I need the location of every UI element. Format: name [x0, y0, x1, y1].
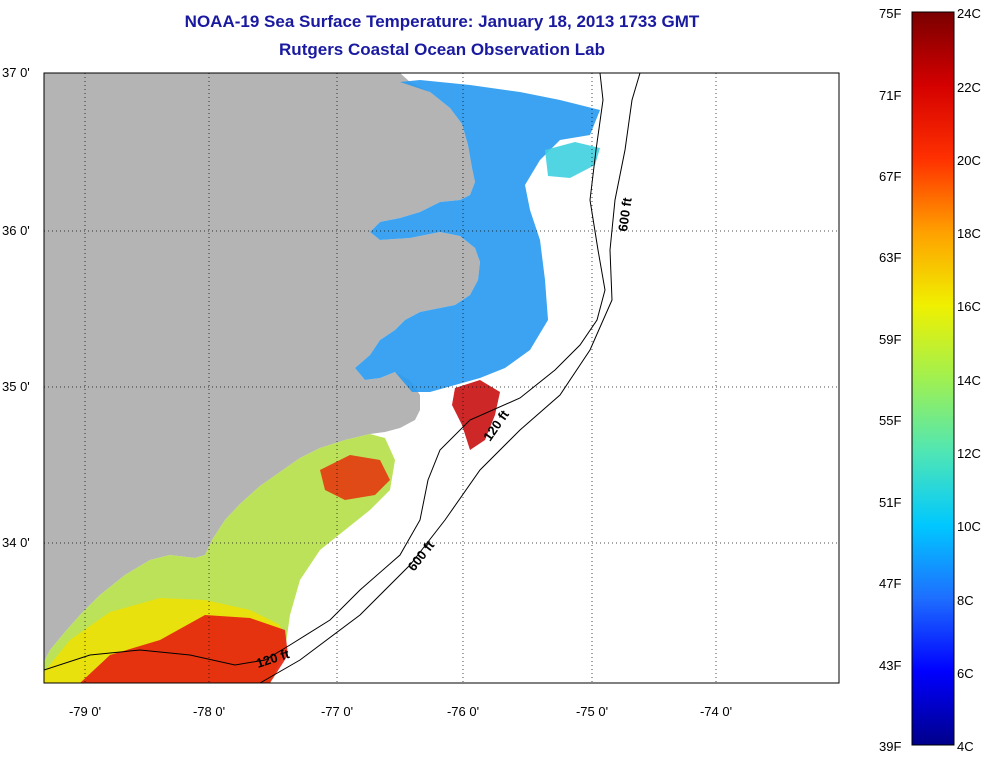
- lon-label-77: -77 0': [321, 704, 353, 719]
- colorbar-f-71: 71F: [879, 88, 902, 103]
- colorbar-c-6: 6C: [957, 666, 974, 681]
- colorbar-f-47: 47F: [879, 576, 902, 591]
- colorbar-c-18: 18C: [957, 226, 981, 241]
- lon-label-74: -74 0': [700, 704, 732, 719]
- colorbar: [911, 11, 955, 746]
- lat-label-36: 36 0': [2, 223, 30, 238]
- contour-600ft: [259, 73, 641, 683]
- sst-cyan-patch: [545, 142, 600, 178]
- sst-hot-zone: [80, 615, 288, 683]
- lat-label-34: 34 0': [2, 535, 30, 550]
- colorbar-c-10: 10C: [957, 519, 981, 534]
- colorbar-f-51: 51F: [879, 495, 902, 510]
- colorbar-c-12: 12C: [957, 446, 981, 461]
- colorbar-f-43: 43F: [879, 658, 902, 673]
- colorbar-f-63: 63F: [879, 250, 902, 265]
- colorbar-c-24: 24C: [957, 6, 981, 21]
- colorbar-f-39: 39F: [879, 739, 902, 754]
- lon-label-78: -78 0': [193, 704, 225, 719]
- colorbar-c-4: 4C: [957, 739, 974, 754]
- colorbar-c-16: 16C: [957, 299, 981, 314]
- map-frame: [43, 72, 840, 684]
- sst-cold-band: [355, 80, 600, 392]
- colorbar-f-55: 55F: [879, 413, 902, 428]
- colorbar-c-14: 14C: [957, 373, 981, 388]
- sst-gulfstream-patch: [452, 380, 500, 450]
- land-area: [44, 73, 480, 662]
- colorbar-f-59: 59F: [879, 332, 902, 347]
- colorbar-c-22: 22C: [957, 80, 981, 95]
- lon-label-76: -76 0': [447, 704, 479, 719]
- lon-label-79: -79 0': [69, 704, 101, 719]
- lat-label-35: 35 0': [2, 379, 30, 394]
- lat-label-37: 37 0': [2, 65, 30, 80]
- graticule: [44, 73, 839, 683]
- map-title: NOAA-19 Sea Surface Temperature: January…: [184, 12, 700, 31]
- sst-hot-north: [320, 455, 390, 500]
- contour-120ft: [44, 73, 606, 671]
- colorbar-f-75: 75F: [879, 6, 902, 21]
- colorbar-c-20: 20C: [957, 153, 981, 168]
- lon-label-75: -75 0': [576, 704, 608, 719]
- contour-label-600-north: 600 ft: [615, 196, 635, 232]
- colorbar-f-67: 67F: [879, 169, 902, 184]
- colorbar-c-8: 8C: [957, 593, 974, 608]
- map-subtitle: Rutgers Coastal Ocean Observation Lab: [279, 40, 605, 59]
